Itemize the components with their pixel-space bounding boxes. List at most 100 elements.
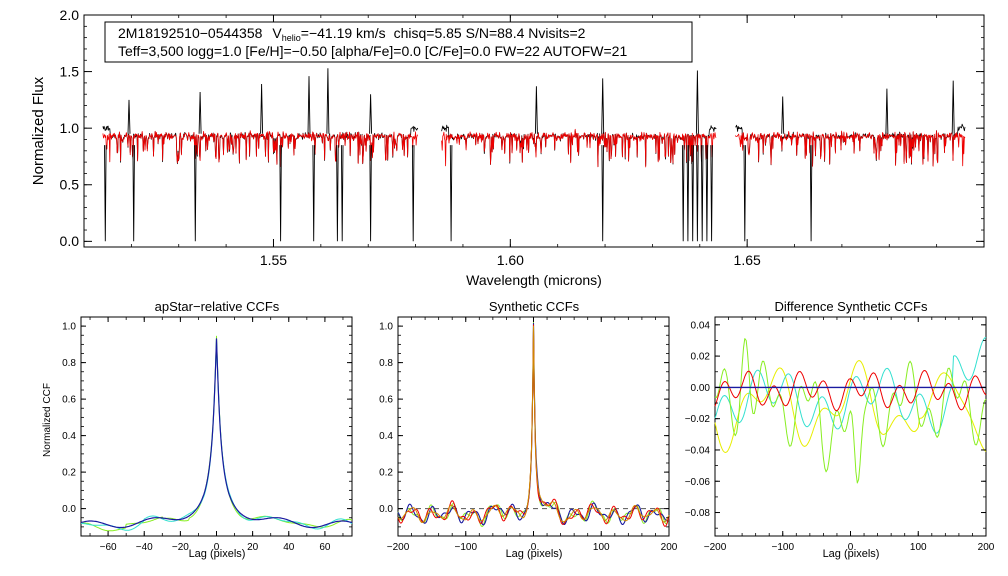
difference-ccf-ytick-label: −0.08 [685, 508, 711, 519]
spectrum-ytick-label: 1.0 [60, 120, 80, 136]
synthetic-ccf-series-visit1 [397, 324, 670, 527]
apstar-ccf-series-visit1 [81, 338, 353, 531]
apstar-ccf-ytick-label: 0.2 [62, 468, 76, 479]
difference-ccf-series-red [714, 370, 987, 412]
spectrum-ytick-label: 0.0 [60, 233, 80, 249]
spectrum-absorption-dip [705, 145, 709, 242]
spectrum-absorption-dip [601, 145, 604, 242]
synthetic-ccf-xlabel: Lag (pixels) [506, 548, 563, 560]
spectrum-emission-spike [127, 99, 131, 134]
synthetic-ccf-ytick-label: 0.6 [379, 395, 393, 406]
apstar-ccf-series-visit2 [80, 335, 353, 532]
difference-ccf-xlabel: Lag (pixels) [823, 548, 880, 560]
annotation-line-1: 2M18192510−0544358 Vhelio=−41.19 km/s chis… [118, 25, 586, 43]
spectrum-absorption-dip [696, 145, 699, 242]
spectrum-xtick-label: 1.65 [734, 252, 761, 268]
spectrum-absorption-dip [336, 145, 339, 242]
apstar-ccf-xtick-label: −40 [136, 542, 153, 553]
difference-ccf-xtick-label: 100 [910, 542, 927, 553]
difference-ccf-xtick-label: 0 [848, 542, 854, 553]
synthetic-ccf-panel: Synthetic CCFs −200 −100 0 100 200 0.0 0.2 0.4 0… [379, 299, 678, 560]
spectrum-absorption-dip [710, 145, 713, 242]
spectrum-observed-chip-3 [735, 123, 966, 167]
synthetic-ccf-ytick-label: 0.8 [379, 358, 393, 369]
apstar-ccf-xtick-label: 60 [319, 542, 331, 553]
spectrum-absorption-dip [743, 145, 747, 242]
spectrum-absorption-dip [194, 145, 197, 242]
spectrum-ytick-label: 2.0 [60, 7, 80, 23]
spectrum-plot-area [102, 68, 966, 242]
spectrum-absorption-dip [369, 145, 372, 242]
apstar-ccf-panel: apStar−relative CCFs −60 −40 −20 0 20 40 60 0.0… [42, 299, 353, 560]
spectrum-ytick-label: 1.5 [60, 63, 80, 79]
spectrum-model-chip-3 [734, 130, 966, 167]
spectrum-frame [83, 14, 985, 248]
apstar-ccf-xtick-label: −60 [100, 542, 117, 553]
spectrum-xtick-label: 1.60 [497, 252, 524, 268]
difference-ccf-ticks: −200 −100 0 100 200 0.04 0.02 0.00 −0.02 −0.04 −0.… [685, 317, 995, 553]
apstar-ccf-plot-area [80, 335, 353, 532]
synthetic-ccf-ticks: −200 −100 0 100 200 0.0 0.2 0.4 0.6 0.8 1.0 [379, 316, 678, 553]
apstar-ccf-ytick-label: 1.0 [62, 322, 76, 333]
spectrum-emission-spike [951, 80, 955, 134]
spectrum-emission-spike [885, 88, 889, 134]
annotation-v-sub: helio [282, 33, 301, 43]
spectrum-absorption-dip [104, 145, 107, 242]
spectrum-emission-spike [260, 83, 264, 134]
difference-ccf-ytick-label: 0.00 [691, 383, 711, 394]
apstar-ccf-xtick-label: 40 [283, 542, 295, 553]
spectrum-emission-spike [326, 68, 330, 134]
spectrum-emission-spike [369, 94, 373, 134]
spectrum-annotation-box [104, 21, 693, 63]
synthetic-ccf-ytick-label: 0.4 [379, 431, 393, 442]
spectrum-absorption-dip [686, 145, 690, 242]
spectrum-absorption-dip [340, 145, 344, 242]
spectrum-xtick-label: 1.55 [260, 252, 287, 268]
apstar-ccf-ytick-label: 0.0 [62, 504, 76, 515]
spectrum-ticks: 1.55 1.60 1.65 0.0 0.5 1.0 1.5 2.0 [60, 7, 984, 268]
difference-ccf-plot-area [714, 337, 987, 484]
synthetic-ccf-series-template [397, 325, 670, 523]
spectrum-absorption-dip [411, 145, 415, 242]
spectrum-absorption-dip [681, 145, 685, 242]
synthetic-ccf-ytick-label: 0.2 [379, 468, 393, 479]
spectrum-emission-spike [601, 78, 605, 134]
apstar-ccf-ytick-label: 0.8 [62, 358, 76, 369]
difference-ccf-ytick-label: 0.02 [691, 352, 711, 363]
difference-ccf-ytick-label: −0.06 [685, 477, 711, 488]
spectrum-panel: 1.55 1.60 1.65 0.0 0.5 1.0 1.5 2.0 2M18192510−0… [30, 7, 985, 288]
difference-ccf-series-yellow [714, 360, 987, 453]
difference-ccf-ytick-label: 0.04 [691, 320, 711, 331]
spectrum-absorption-dip [691, 145, 694, 242]
synthetic-ccf-xtick-label: 0 [531, 542, 537, 553]
apstar-ccf-ticks: −60 −40 −20 0 20 40 60 0.0 0.2 0.4 0.6 0.8 1.0 [62, 316, 352, 553]
apstar-ccf-xlabel: Lag (pixels) [189, 548, 246, 560]
difference-ccf-ytick-label: −0.04 [685, 445, 711, 456]
difference-ccf-panel: Difference Synthetic CCFs −200 −100 0 100 20… [685, 299, 995, 560]
apstar-ccf-ylabel: Normalized CCF [42, 383, 53, 457]
spectrum-absorption-dip [312, 145, 315, 242]
spectrum-ylabel: Normalized Flux [30, 76, 47, 185]
spectrum-absorption-dip [279, 145, 282, 242]
spectrum-absorption-dip [132, 145, 135, 242]
synthetic-ccf-ytick-label: 0.0 [379, 504, 393, 515]
synthetic-ccf-title: Synthetic CCFs [489, 299, 580, 314]
spectrum-absorption-dip [809, 145, 813, 242]
spectrum-emission-spike [695, 70, 699, 134]
spectrum-absorption-dip [700, 145, 704, 242]
spectrum-emission-spike [781, 96, 785, 134]
apstar-ccf-series-combined [80, 338, 353, 529]
spectrum-model-chip-2 [441, 128, 717, 168]
apstar-ccf-title: apStar−relative CCFs [155, 299, 280, 314]
synthetic-ccf-series-combined [397, 322, 670, 526]
spectrum-absorption-dip [449, 145, 453, 242]
annotation-v-value: =−41.19 km/s [301, 25, 386, 41]
apstar-ccf-xtick-label: 0 [214, 542, 220, 553]
difference-ccf-xtick-label: −200 [704, 542, 727, 553]
synthetic-ccf-ytick-label: 1.0 [379, 322, 393, 333]
difference-ccf-ytick-label: −0.02 [685, 414, 711, 425]
spectrum-model-chip-1 [102, 130, 419, 168]
synthetic-ccf-xtick-label: −100 [454, 542, 477, 553]
apstar-ccf-xtick-label: −20 [172, 542, 189, 553]
